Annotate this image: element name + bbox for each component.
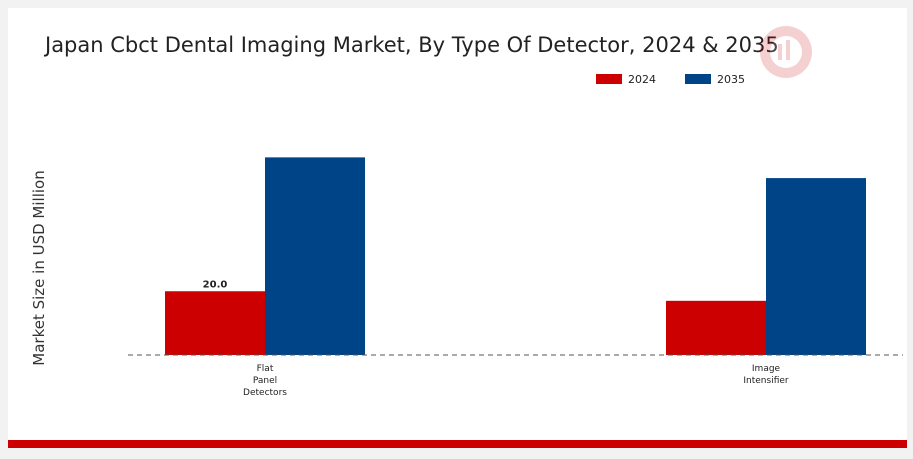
data-labels: 20.0: [203, 279, 228, 290]
data-label: 20.0: [203, 279, 228, 290]
legend: 2024 2035: [596, 73, 745, 86]
legend-label-2024: 2024: [628, 73, 656, 86]
bottom-accent-band: [8, 440, 907, 448]
x-tick-label: Image: [752, 364, 781, 374]
chart-title: Japan Cbct Dental Imaging Market, By Typ…: [43, 33, 779, 57]
bar-2035-image-intensifier: [766, 178, 866, 355]
x-tick-label: Panel: [253, 376, 277, 386]
x-tick-label: Flat: [257, 364, 274, 374]
x-tick-label: Detectors: [243, 388, 287, 398]
chart-card: [8, 8, 907, 440]
legend-swatch-2024: [596, 74, 622, 84]
bar-2035-flat-panel-detectors: [265, 157, 365, 355]
bar-2024-flat-panel-detectors: [165, 291, 265, 355]
x-tick-labels: Flat Panel Detectors Image Intensifier: [243, 364, 789, 398]
watermark-logo-icon: [760, 26, 812, 78]
x-tick-label: Intensifier: [743, 376, 789, 386]
y-axis-label: Market Size in USD Million: [30, 170, 48, 365]
legend-swatch-2035: [685, 74, 711, 84]
bar-2024-image-intensifier: [666, 300, 766, 355]
bars-group: [165, 157, 866, 355]
legend-label-2035: 2035: [717, 73, 745, 86]
